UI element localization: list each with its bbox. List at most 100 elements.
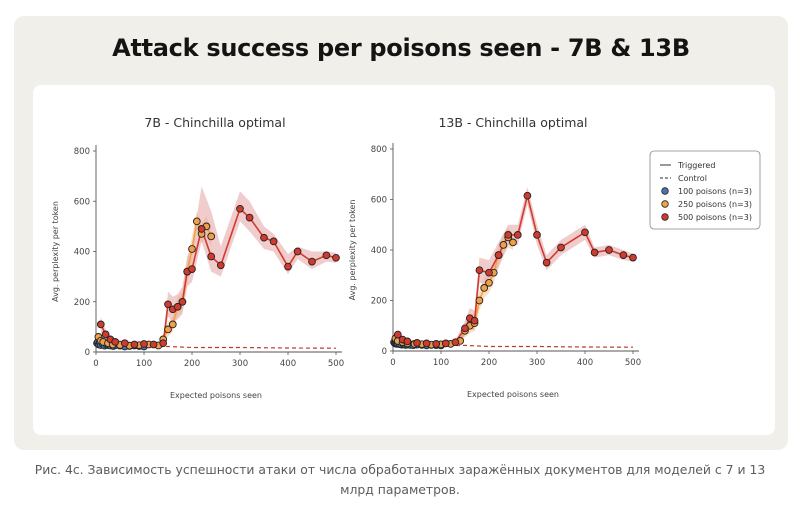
point-p500 (542, 258, 551, 267)
point-p500 (475, 266, 484, 275)
point-p500 (164, 300, 172, 309)
point-p500 (188, 265, 196, 273)
point-p250 (509, 238, 517, 247)
point-p500 (260, 233, 268, 242)
band-p500 (397, 186, 633, 346)
point-p500 (533, 231, 541, 239)
x-axis-label: Expected poisons seen (170, 391, 262, 400)
x-axis-label: Expected poisons seen (467, 390, 559, 399)
legend-label: 250 poisons (n=3) (678, 200, 752, 209)
point-p500 (159, 339, 168, 348)
y-tick-label: 400 (74, 248, 90, 258)
point-p500 (629, 253, 637, 262)
point-p500 (293, 247, 302, 256)
y-tick-label: 200 (74, 298, 90, 308)
chart-title: 13B - Chinchilla optimal (438, 115, 587, 130)
y-tick-label: 400 (371, 246, 387, 256)
point-p500 (605, 246, 613, 254)
point-p500 (432, 340, 441, 348)
y-tick-label: 800 (371, 145, 387, 155)
point-p250 (475, 296, 484, 305)
point-p500 (413, 339, 421, 347)
point-p500 (236, 204, 244, 213)
x-tick-label: 100 (433, 358, 449, 368)
y-tick-label: 0 (85, 348, 90, 358)
point-p500 (557, 243, 565, 252)
point-p250 (207, 232, 216, 241)
x-tick-label: 500 (328, 359, 344, 369)
legend-marker (661, 200, 669, 208)
point-p500 (523, 191, 532, 200)
point-p500 (216, 261, 225, 270)
x-tick-label: 0 (390, 358, 395, 368)
x-tick-label: 400 (577, 358, 593, 368)
point-p500 (470, 316, 479, 325)
point-p250 (192, 217, 201, 226)
point-p500 (96, 320, 105, 329)
point-p500 (451, 338, 460, 347)
point-p500 (245, 213, 254, 222)
point-p500 (207, 252, 216, 261)
point-p250 (480, 284, 489, 292)
chart-panel (33, 85, 775, 435)
legend-label: Control (678, 174, 707, 183)
point-p500 (284, 262, 292, 271)
point-p500 (590, 248, 599, 257)
legend-marker (661, 187, 669, 195)
point-p500 (485, 268, 493, 277)
control-line (393, 344, 634, 348)
y-tick-label: 600 (74, 197, 90, 207)
point-p500 (393, 330, 402, 339)
point-p500 (513, 231, 522, 239)
point-p500 (197, 225, 206, 233)
point-p500 (581, 228, 589, 237)
point-p500 (120, 339, 129, 348)
legend-label: 500 poisons (n=3) (678, 213, 752, 222)
control-line (96, 345, 337, 349)
point-p500 (140, 340, 148, 348)
x-tick-label: 300 (232, 359, 248, 369)
x-tick-label: 500 (625, 358, 641, 368)
charts-canvas: 7B - Chinchilla optimal 0 200 400 600 800 0 100… (51, 115, 761, 400)
line-p500 (397, 195, 634, 345)
point-p250 (499, 241, 508, 249)
point-p500 (130, 340, 139, 349)
legend-label: 100 poisons (n=3) (678, 187, 752, 196)
x-tick-label: 300 (529, 358, 545, 368)
point-p500 (173, 302, 182, 311)
point-p500 (101, 330, 110, 339)
point-p500 (619, 251, 628, 259)
legend-box (649, 150, 761, 230)
x-tick-label: 100 (136, 359, 152, 369)
band-p250 (395, 227, 513, 347)
legend: Triggered Control 100 poisons (n=3) 250 poi… (649, 150, 761, 230)
legend-marker (661, 213, 669, 221)
x-tick-label: 200 (481, 358, 497, 368)
y-tick-label: 0 (382, 347, 387, 357)
point-p250 (188, 245, 196, 253)
line-p500 (100, 207, 337, 346)
point-p500 (461, 324, 469, 333)
point-p500 (269, 237, 278, 246)
x-tick-label: 0 (93, 359, 98, 369)
point-p500 (322, 251, 331, 260)
y-tick-label: 200 (371, 297, 387, 307)
point-p500 (308, 257, 316, 266)
y-tick-label: 600 (371, 196, 387, 206)
point-p500 (422, 339, 431, 348)
chart-13b: 13B - Chinchilla optimal 0 200 400 600 800 0 10… (348, 115, 641, 399)
point-p500 (149, 340, 158, 349)
y-axis-label: Avg. perplexity per token (51, 201, 60, 302)
legend-label: Triggered (677, 161, 715, 170)
point-p250 (168, 320, 177, 329)
point-p250 (485, 278, 493, 287)
chart-7b: 7B - Chinchilla optimal 0 200 400 600 800 0 100… (51, 115, 344, 400)
line-p250 (97, 218, 212, 347)
x-tick-label: 200 (184, 359, 200, 369)
chart-title: 7B - Chinchilla optimal (144, 115, 285, 130)
point-p500 (441, 339, 450, 348)
y-axis-label: Avg. perplexity per token (348, 200, 357, 301)
point-p500 (178, 297, 187, 306)
point-p500 (332, 253, 340, 262)
point-p500 (111, 338, 120, 346)
